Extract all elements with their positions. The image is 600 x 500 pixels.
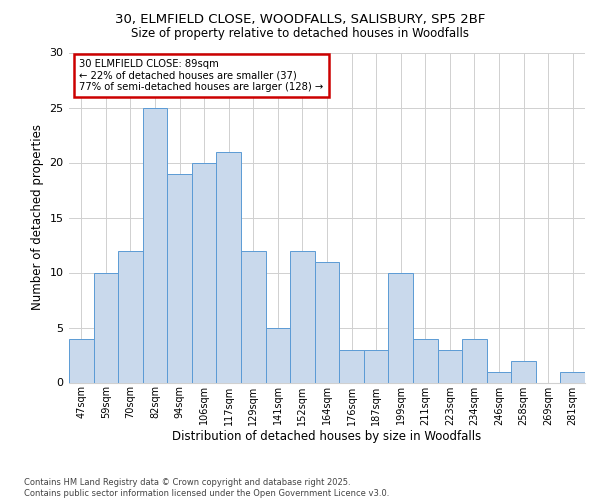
Bar xyxy=(69,338,94,382)
Bar xyxy=(437,350,462,382)
Bar xyxy=(511,360,536,382)
Bar xyxy=(388,272,413,382)
Bar xyxy=(266,328,290,382)
Bar xyxy=(364,350,388,382)
Bar xyxy=(241,250,266,382)
Bar xyxy=(315,262,339,382)
Bar xyxy=(339,350,364,382)
Text: 30, ELMFIELD CLOSE, WOODFALLS, SALISBURY, SP5 2BF: 30, ELMFIELD CLOSE, WOODFALLS, SALISBURY… xyxy=(115,12,485,26)
X-axis label: Distribution of detached houses by size in Woodfalls: Distribution of detached houses by size … xyxy=(172,430,482,443)
Text: 30 ELMFIELD CLOSE: 89sqm
← 22% of detached houses are smaller (37)
77% of semi-d: 30 ELMFIELD CLOSE: 89sqm ← 22% of detach… xyxy=(79,59,323,92)
Bar xyxy=(217,152,241,382)
Bar xyxy=(192,162,217,382)
Bar xyxy=(560,372,585,382)
Bar xyxy=(118,250,143,382)
Bar xyxy=(462,338,487,382)
Bar xyxy=(413,338,437,382)
Bar xyxy=(487,372,511,382)
Bar xyxy=(143,108,167,382)
Bar xyxy=(167,174,192,382)
Bar xyxy=(290,250,315,382)
Bar xyxy=(94,272,118,382)
Text: Contains HM Land Registry data © Crown copyright and database right 2025.
Contai: Contains HM Land Registry data © Crown c… xyxy=(24,478,389,498)
Y-axis label: Number of detached properties: Number of detached properties xyxy=(31,124,44,310)
Text: Size of property relative to detached houses in Woodfalls: Size of property relative to detached ho… xyxy=(131,28,469,40)
